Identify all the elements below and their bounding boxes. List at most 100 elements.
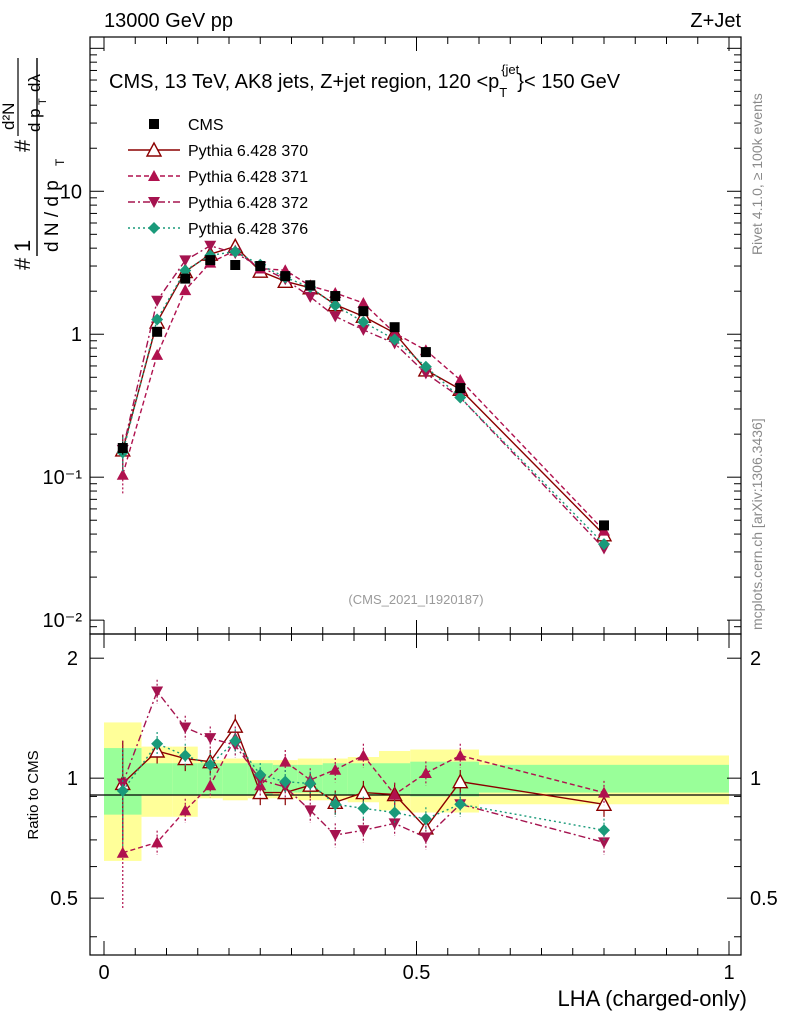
ratio-tick-label-left: 1 [67, 768, 78, 790]
cms-point [180, 273, 191, 284]
series-line-main [122, 245, 605, 536]
series-line-ratio [122, 690, 605, 844]
series-point-ratio [279, 755, 292, 767]
legend-label: Pythia 6.428 376 [188, 221, 308, 238]
series-point-main [204, 240, 217, 252]
series-point-ratio [595, 795, 613, 811]
series-point-ratio [116, 778, 129, 790]
header-right: Z+Jet [690, 10, 741, 32]
band-inner-bin [222, 763, 248, 795]
series-point-ratio [598, 837, 610, 849]
series-point-ratio [598, 786, 610, 798]
svg-text:dλ: dλ [25, 74, 44, 92]
legend-label: CMS [188, 117, 224, 134]
legend-marker [148, 197, 160, 208]
series-point-ratio [151, 686, 164, 698]
series-point-ratio [229, 734, 242, 747]
cms-point [455, 383, 466, 394]
cms-point [205, 255, 216, 266]
series-point-ratio [204, 779, 217, 791]
series-point-ratio [454, 798, 467, 811]
cms-point [420, 347, 431, 358]
series-point-ratio [357, 825, 370, 837]
series-point-ratio [329, 830, 342, 842]
series-point-ratio [598, 824, 610, 837]
series-point-main [357, 297, 370, 309]
series-point-main [329, 311, 342, 323]
series-point-main [151, 313, 164, 326]
legend-marker [148, 222, 160, 234]
series-point-main [357, 324, 370, 336]
series-point-ratio [329, 763, 342, 775]
legend-marker [149, 119, 159, 129]
ratio-uncertainty-bands [104, 722, 729, 861]
series-point-main [419, 368, 432, 380]
series-point-main [419, 360, 432, 373]
legend-marker [145, 141, 163, 157]
ratio-tick-label-left: 0.5 [50, 888, 78, 910]
mcplots-label: mcplots.cern.ch [arXiv:1306.3436] [749, 418, 765, 630]
series-line-main [122, 250, 605, 545]
cms-point [117, 443, 128, 454]
svg-text:T: T [53, 158, 67, 166]
rivet-label: Rivet 4.1.0, ≥ 100k events [749, 93, 765, 255]
ratio-tick-label-right: 1 [750, 768, 761, 790]
series-point-main [229, 245, 242, 258]
series-point-ratio [279, 775, 292, 788]
analysis-id: (CMS_2021_I1920187) [348, 592, 483, 607]
series-point-ratio [204, 733, 217, 745]
series-point-ratio [357, 802, 370, 815]
series-point-main [151, 295, 164, 307]
main-y-axis: 10⁻² 10⁻¹ 1 10 [43, 47, 741, 635]
series-line-main [122, 249, 605, 532]
series-point-ratio [116, 846, 129, 858]
y-axis-label: # 1 d N / d p T # d²N d p T dλ [0, 58, 67, 270]
series-point-ratio [419, 832, 432, 844]
ratio-series-layer [114, 679, 613, 910]
series-point-ratio [151, 836, 164, 848]
svg-text:d²N: d²N [0, 103, 18, 130]
x-tick-label: 1 [723, 962, 734, 984]
series-point-ratio [252, 784, 269, 800]
cms-point [230, 259, 241, 270]
legend-label: Pythia 6.428 372 [188, 195, 308, 212]
cms-point [389, 322, 400, 333]
series-point-ratio [179, 722, 192, 734]
ratio-tick-label-right: 2 [750, 648, 761, 670]
x-axis-label: LHA (charged-only) [557, 986, 747, 1011]
series-point-main [454, 391, 467, 404]
y-tick-label: 1 [71, 324, 82, 346]
main-series-layer [114, 237, 613, 555]
series-point-main [329, 299, 342, 312]
ratio-tick-label-right: 0.5 [750, 888, 778, 910]
series-point-ratio [304, 777, 317, 790]
header-left: 13000 GeV pp [104, 10, 233, 32]
series-point-ratio [452, 773, 469, 789]
series-point-ratio [419, 767, 432, 779]
ratio-tick-label-left: 2 [67, 648, 78, 670]
series-point-ratio [116, 784, 129, 797]
series-point-ratio [151, 737, 164, 750]
legend-marker [148, 170, 160, 181]
svg-text:d N / d p: d N / d p [42, 180, 63, 252]
series-point-ratio [254, 768, 267, 781]
cms-point [280, 271, 291, 282]
x-tick-label: 0 [98, 962, 109, 984]
cms-point [330, 291, 341, 302]
series-point-main [454, 373, 467, 385]
x-axis: 0 0.5 1 [98, 37, 735, 984]
series-point-main [179, 284, 192, 296]
series-point-ratio [304, 805, 317, 817]
legend-label: Pythia 6.428 371 [188, 169, 308, 186]
y-tick-label: 10⁻¹ [43, 467, 83, 489]
svg-text:#: # [10, 257, 35, 270]
series-point-main [388, 327, 401, 339]
ratio-y-axis: 0.5 0.5 1 1 2 2 [50, 648, 778, 938]
legend: CMS Pythia 6.428 370 Pythia 6.428 371 Pythi… [128, 117, 308, 238]
x-tick-label: 0.5 [403, 962, 431, 984]
chart-title: CMS, 13 TeV, AK8 jets, Z+jet region, 120… [109, 62, 621, 100]
series-point-ratio [148, 742, 166, 758]
cms-point [305, 280, 316, 291]
legend-label: Pythia 6.428 370 [188, 143, 308, 160]
series-point-ratio [329, 798, 342, 811]
